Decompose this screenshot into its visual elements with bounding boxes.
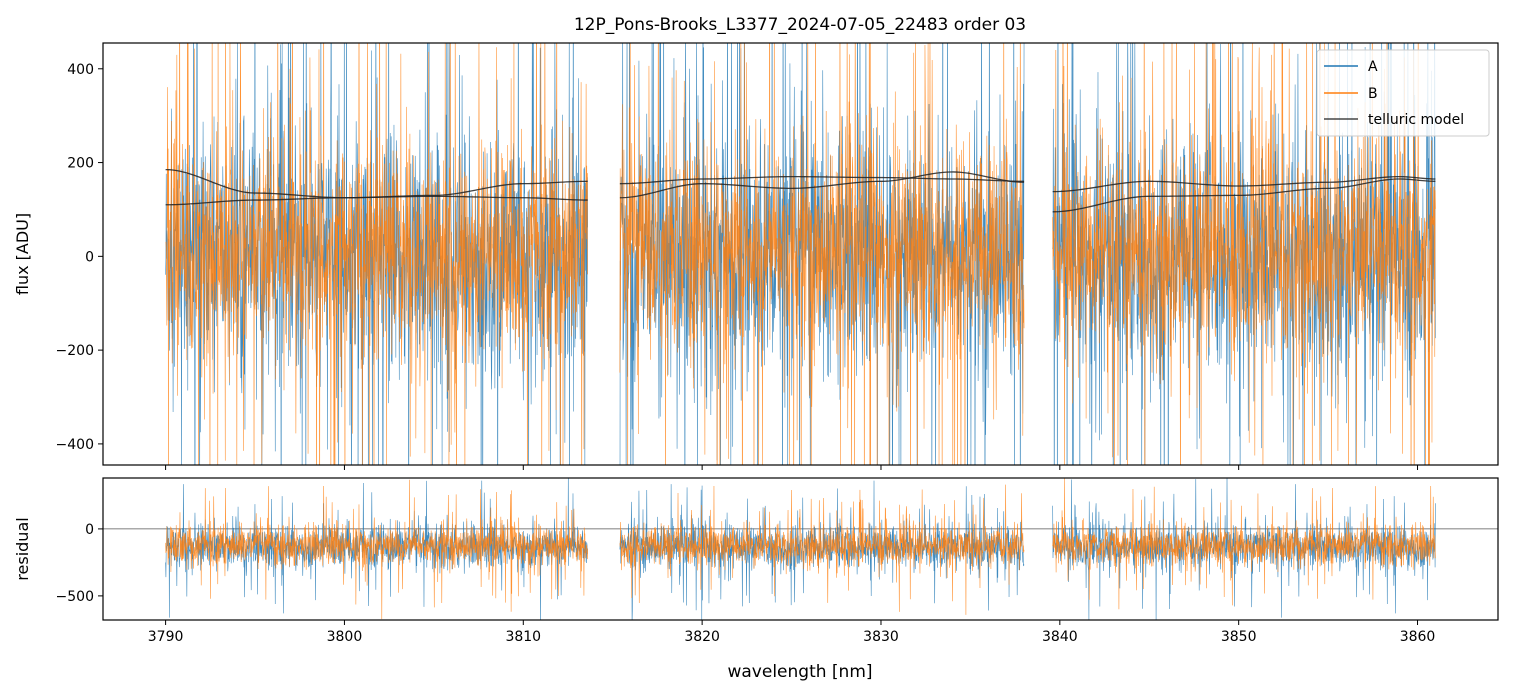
telluric-model-curve-3 bbox=[619, 175, 1025, 185]
flux-panel: −400 −200 0 200 400 flux [ADU] A B telluric … bbox=[13, 42, 1499, 470]
residual-series-a-segment-1 bbox=[619, 480, 1025, 620]
residual-x-ticks: 3790 3800 3810 3820 3830 3840 3850 3860 bbox=[148, 620, 1436, 645]
residual-x-tick-label: 3800 bbox=[327, 629, 363, 645]
legend-label-a: A bbox=[1368, 59, 1378, 75]
residual-x-tick-label: 3810 bbox=[505, 629, 541, 645]
legend-box bbox=[1316, 49, 1490, 137]
residual-y-tick-label: 0 bbox=[85, 522, 94, 538]
residual-x-tick-label: 3840 bbox=[1042, 629, 1078, 645]
flux-y-tick-label: 400 bbox=[67, 62, 94, 78]
flux-y-axis-label: flux [ADU] bbox=[13, 213, 32, 295]
telluric-model-curve-2 bbox=[619, 171, 1025, 199]
residual-series-b-segment-2 bbox=[1052, 478, 1436, 610]
legend-label-b: B bbox=[1368, 86, 1378, 102]
residual-series-b-segment-0 bbox=[165, 479, 588, 620]
residual-panel: −500 0 3790 3800 3810 3820 3830 3840 3850 3860 r… bbox=[13, 477, 1499, 682]
x-axis-label: wavelength [nm] bbox=[727, 662, 872, 682]
flux-y-tick-label: 0 bbox=[85, 249, 94, 265]
flux-series-b-segment-2 bbox=[1052, 43, 1436, 465]
residual-x-tick-label: 3830 bbox=[863, 629, 899, 645]
flux-y-tick-label: −400 bbox=[56, 437, 94, 453]
flux-series-b-segment-0 bbox=[165, 43, 588, 465]
flux-x-ticks bbox=[165, 465, 1419, 470]
residual-x-tick-label: 3850 bbox=[1221, 629, 1257, 645]
flux-y-tick-label: −200 bbox=[56, 343, 94, 359]
telluric-model-curve-5 bbox=[1052, 175, 1436, 193]
residual-x-tick-label: 3820 bbox=[684, 629, 720, 645]
flux-y-tick-label: 200 bbox=[67, 156, 94, 172]
flux-series-b-segment-1 bbox=[619, 43, 1025, 465]
flux-plot-area bbox=[165, 43, 1436, 465]
residual-y-axis-label: residual bbox=[13, 517, 32, 580]
residual-y-tick-label: −500 bbox=[56, 589, 94, 605]
residual-x-tick-label: 3790 bbox=[148, 629, 184, 645]
legend-label-telluric: telluric model bbox=[1368, 112, 1464, 128]
residual-series-b-segment-1 bbox=[619, 484, 1025, 615]
legend: A B telluric model bbox=[1316, 49, 1490, 137]
flux-axes-frame bbox=[102, 42, 1499, 466]
telluric-model-curve-1 bbox=[165, 195, 588, 206]
chart-title: 12P_Pons-Brooks_L3377_2024-07-05_22483 o… bbox=[574, 15, 1026, 35]
telluric-model-curve-4 bbox=[1052, 178, 1436, 213]
residual-plot-area bbox=[103, 478, 1498, 620]
residual-y-ticks: −500 0 bbox=[56, 522, 103, 605]
flux-y-ticks: −400 −200 0 200 400 bbox=[56, 62, 103, 453]
residual-x-tick-label: 3860 bbox=[1400, 629, 1436, 645]
residual-axes-frame bbox=[102, 477, 1499, 621]
